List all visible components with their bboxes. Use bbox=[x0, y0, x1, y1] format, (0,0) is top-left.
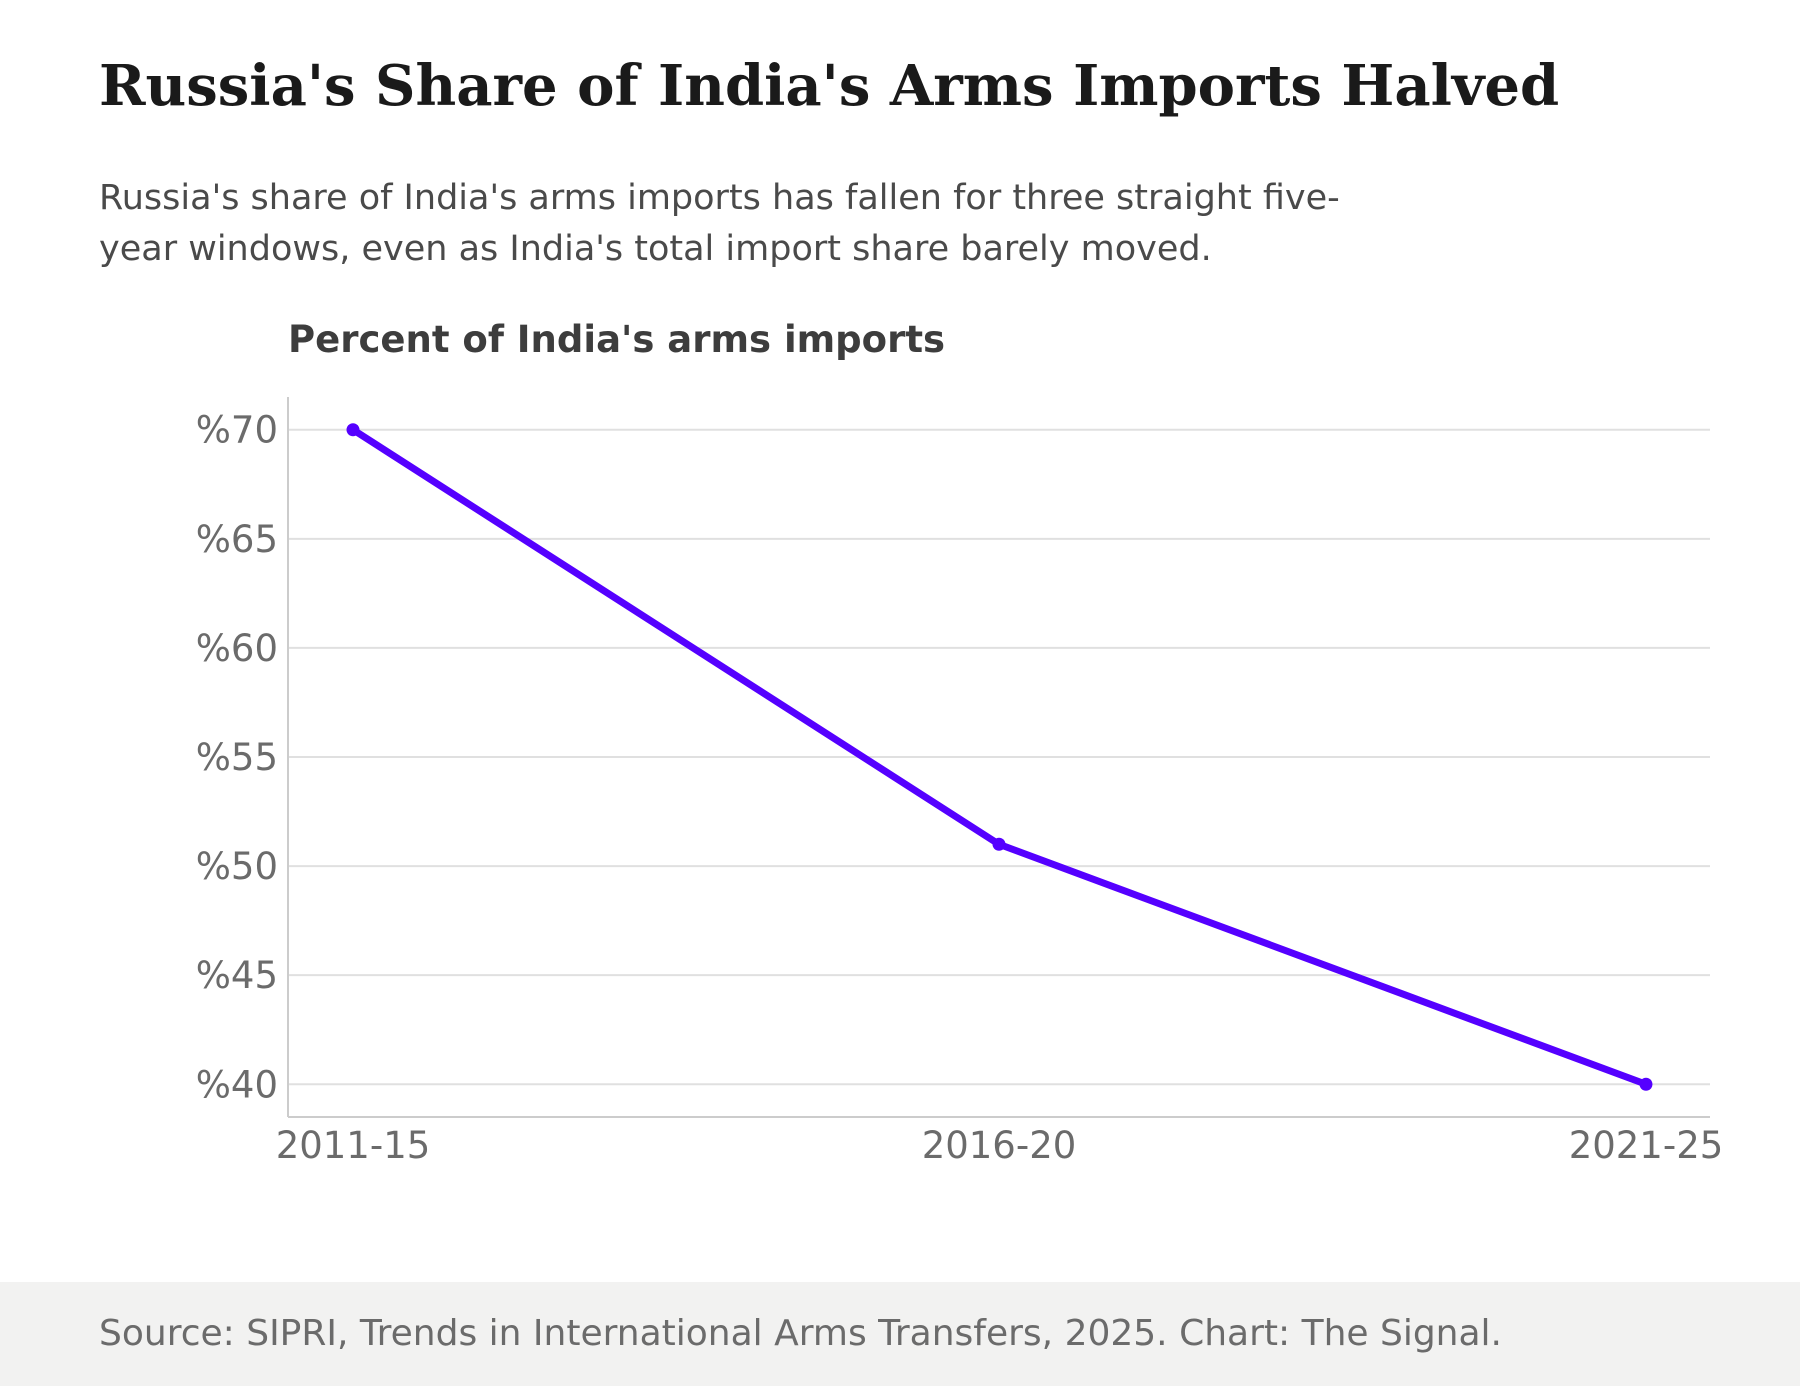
x-tick-label: 2021-25 bbox=[1569, 1124, 1724, 1167]
x-tick-label: 2016-20 bbox=[922, 1124, 1077, 1167]
chart-area: Percent of India's arms imports %40 %45 %5… bbox=[0, 300, 1800, 1200]
x-tick-labels: 2011-15 2016-20 2021-25 bbox=[276, 1124, 1724, 1167]
y-tick-label: %70 bbox=[196, 409, 278, 452]
data-point bbox=[1639, 1077, 1653, 1091]
y-tick-label: %65 bbox=[196, 518, 278, 561]
source-note: Source: SIPRI, Trends in International A… bbox=[99, 1313, 1502, 1354]
axes bbox=[287, 397, 1710, 1118]
line-chart: Percent of India's arms imports %40 %45 %5… bbox=[196, 318, 1724, 1167]
footer: Source: SIPRI, Trends in International A… bbox=[0, 1282, 1800, 1386]
y-tick-label: %45 bbox=[196, 954, 278, 997]
y-tick-label: %55 bbox=[196, 736, 278, 779]
x-tick-label: 2011-15 bbox=[276, 1124, 431, 1167]
chart-subtitle: Russia's share of India's arms imports h… bbox=[99, 178, 1340, 269]
y-tick-label: %40 bbox=[196, 1063, 278, 1106]
data-point bbox=[346, 423, 360, 437]
y-tick-label: %60 bbox=[196, 627, 278, 670]
data-point bbox=[992, 837, 1006, 851]
y-tick-labels: %40 %45 %50 %55 %60 %65 %70 bbox=[196, 409, 278, 1107]
series bbox=[346, 423, 1653, 1091]
y-tick-label: %50 bbox=[196, 845, 278, 888]
y-axis-label: Percent of India's arms imports bbox=[288, 318, 945, 361]
chart-title: Russia's Share of India's Arms Imports H… bbox=[99, 53, 1560, 119]
